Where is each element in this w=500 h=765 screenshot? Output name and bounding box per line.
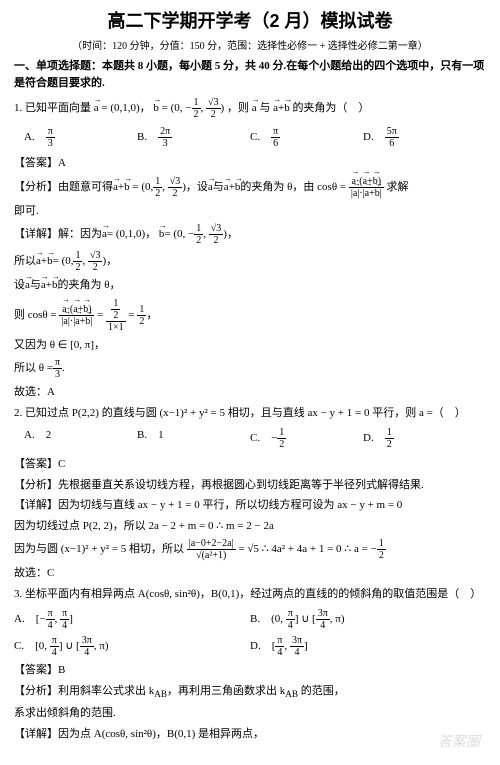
exam-title: 高二下学期开学考（2 月）模拟试卷 (14, 8, 486, 35)
q3-analysis: 【分析】利用斜率公式求出 kAB，再利用三角函数求出 kAB 的范围， (14, 683, 486, 702)
q1-detail-7: 故选：A (14, 384, 486, 401)
q3-opt-c: C. [0, π4] ∪ [3π4, π) (14, 635, 250, 658)
q1-opt-a: A. π3 (24, 126, 137, 149)
q2-end: 故选：C (14, 565, 486, 582)
q1-stem-c: = (162, 102, 168, 114)
q2-options: A. 2 B. 1 C. −12 D. 12 (14, 427, 486, 450)
q3-opt-b: B. (0, π4] ∪ [3π4, π) (250, 608, 486, 631)
q1-answer: 【答案】A (14, 155, 486, 172)
question-3: 3. 坐标平面内有相异两点 A(cosθ, sin²θ)，B(0,1)，经过两点… (14, 586, 486, 603)
q1-stem-a: 1. 已知平面向量 (14, 102, 91, 114)
q1-detail-3: 设a与a+b的夹角为 θ， (14, 277, 486, 294)
q2-opt-d: D. 12 (363, 427, 476, 450)
q1-opt-d: D. 5π6 (363, 126, 476, 149)
q1-analysis: 【分析】由题意可得a+b = (0,12, √32)，设a与a+b的夹角为 θ，… (14, 176, 486, 199)
vec-a2: a (252, 102, 257, 114)
q2-detail-3: 因为与圆 (x−1)² + y² = 5 相切，所以 |a−0+2−2a|√(a… (14, 538, 486, 561)
q1-analysis-end: 即可. (14, 203, 486, 220)
q1-options: A. π3 B. 2π3 C. π6 D. 5π6 (14, 126, 486, 149)
q1-opt-c: C. π6 (250, 126, 363, 149)
q3-opt-d: D. [π4, 3π4] (250, 635, 486, 658)
q3-answer: 【答案】B (14, 662, 486, 679)
vec-ab: a (273, 102, 278, 114)
q1-detail-2: 所以a+b= (0,12, √32)， (14, 250, 486, 273)
vec-b: b (153, 102, 159, 114)
q1-opt-b: B. 2π3 (137, 126, 250, 149)
q2-detail-1: 【详解】因为切线与直线 ax − y + 1 = 0 平行，所以切线方程可设为 … (14, 497, 486, 514)
q1-detail-6: 所以 θ =π3. (14, 357, 486, 380)
q3-analysis-2: 系求出倾斜角的范围. (14, 705, 486, 722)
vec-b2: b (284, 102, 290, 114)
q3-detail: 【详解】因为点 A(cosθ, sin²θ)，B(0,1) 是相异两点， (14, 726, 486, 743)
exam-subtitle: （时间：120 分钟，分值：150 分，范围：选择性必修一 + 选择性必修二第一… (14, 39, 486, 54)
q3-opt-a: A. [−π4, π4] (14, 608, 250, 631)
q1-detail-5: 又因为 θ ∈ [0, π]， (14, 337, 486, 354)
q2-opt-c: C. −12 (250, 427, 363, 450)
section-1-head: 一、单项选择题：本题共 8 小题，每小题 5 分，共 40 分.在每个小题给出的… (14, 58, 486, 91)
question-2: 2. 已知过点 P(2,2) 的直线与圆 (x−1)² + y² = 5 相切，… (14, 405, 486, 422)
q1-stem-e: 与 (259, 102, 270, 114)
q1-stem-b: = (0,1,0)， (101, 102, 150, 114)
q1-stem-f: 的夹角为（ ） (292, 102, 369, 114)
q3-opts-row2: C. [0, π4] ∪ [3π4, π) D. [π4, 3π4] (14, 635, 486, 658)
q1-detail-1: 【详解】解：因为a= (0,1,0)， b= (0, −12, √32)， (14, 223, 486, 246)
q2-opt-a: A. 2 (24, 427, 137, 450)
vec-a: a (94, 102, 99, 114)
q1-detail-4: 则 cosθ = a·(a+b)|a|·|a+b| = 121×1 = 12， (14, 298, 486, 333)
q2-answer: 【答案】C (14, 456, 486, 473)
q1-stem-d: ，则 (227, 102, 249, 114)
q2-analysis: 【分析】先根据垂直关系设切线方程，再根据圆心到切线距离等于半径列式解得结果. (14, 477, 486, 494)
q2-opt-b: B. 1 (137, 427, 250, 450)
question-1: 1. 已知平面向量 a = (0,1,0)， b = (0, −12, √32)… (14, 97, 486, 120)
q3-opts-row1: A. [−π4, π4] B. (0, π4] ∪ [3π4, π) (14, 608, 486, 631)
q2-detail-2: 因为切线过点 P(2, 2)，所以 2a − 2 + m = 0 ∴ m = 2… (14, 518, 486, 535)
